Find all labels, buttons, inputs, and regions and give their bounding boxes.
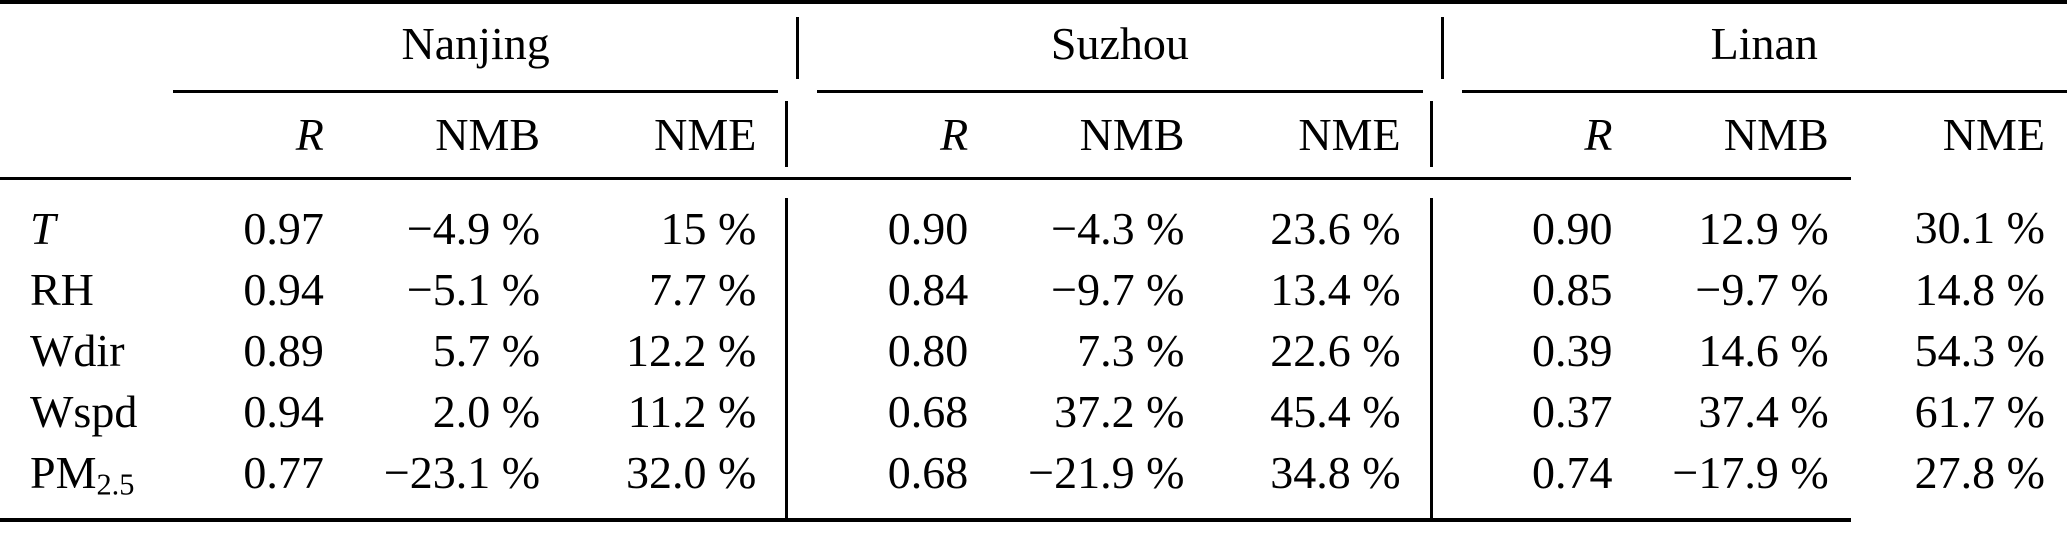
cell-nanjing-nmb-t: −4.9 % [406,202,541,254]
cell-suzhou-r-pm25: 0.68 [887,447,969,499]
cell-suzhou-r-t: 0.90 [887,202,969,254]
row-label-subscript: 2.5 [96,467,135,502]
vertical-divider-icon [785,101,789,168]
row-label-text: RH [30,264,94,316]
table-row: PM2.5 0.77 −23.1 % 32.0 % 0.68 −21.9 % 3… [0,442,2067,518]
row-label-wspd: Wspd [0,382,173,443]
cell-linan-nmb-wdir: 14.6 % [1698,325,1829,377]
cell-nanjing-nme-wdir: 12.2 % [626,325,757,377]
row-label-header [0,92,173,178]
cell-linan-r-wdir: 0.39 [1531,325,1613,377]
metric-header-suzhou-nmb: NMB [1079,109,1185,160]
group-header-suzhou: Suzhou [817,0,1423,93]
metric-header-nanjing-nme: NME [654,109,757,160]
vertical-divider-icon [1429,198,1433,518]
cell-linan-nmb-t: 12.9 % [1698,202,1829,254]
metric-header-linan-r: R [1584,109,1613,160]
cell-suzhou-r-wspd: 0.68 [887,385,969,437]
metric-header-row: R NMB NME R NMB NME R NMB NME [0,92,2067,178]
cell-suzhou-nmb-pm25: −21.9 % [1028,447,1185,499]
cell-suzhou-nme-pm25: 34.8 % [1270,447,1401,499]
cell-linan-r-wspd: 0.37 [1531,385,1613,437]
cell-linan-nme-wdir: 54.3 % [1914,325,2045,377]
cell-suzhou-nmb-wdir: 7.3 % [1077,325,1185,377]
cell-nanjing-nme-rh: 7.7 % [649,264,757,316]
cell-linan-nmb-wspd: 37.4 % [1698,385,1829,437]
metric-header-nanjing-r: R [295,109,324,160]
cell-suzhou-r-wdir: 0.80 [887,325,969,377]
cell-linan-nmb-pm25: −17.9 % [1672,447,1829,499]
group-separator-1 [778,0,818,92]
cell-nanjing-nme-t: 15 % [660,202,757,254]
group-header-row: Nanjing Suzhou Linan [0,0,2067,93]
table-row: T 0.97 −4.9 % 15 % 0.90 −4.3 % 23.6 % 0.… [0,179,2067,518]
row-label-t: T [0,179,173,260]
cell-suzhou-nmb-wspd: 37.2 % [1054,385,1185,437]
group-header-linan: Linan [1461,0,2067,93]
cell-linan-r-pm25: 0.74 [1531,447,1613,499]
midrule-row [0,176,2067,180]
row-label-text: Wspd [30,385,138,437]
metric-separator-2 [1423,92,1462,178]
cell-suzhou-r-rh: 0.84 [887,264,969,316]
table-row: RH 0.94 −5.1 % 7.7 % 0.84 −9.7 % 13.4 % … [0,260,2067,321]
cell-suzhou-nmb-t: −4.3 % [1051,202,1185,254]
vertical-divider-icon [1429,101,1433,168]
cell-nanjing-nmb-wspd: 2.0 % [432,385,541,437]
cell-suzhou-nme-t: 23.6 % [1270,202,1401,254]
metric-header-linan-nmb: NMB [1723,109,1829,160]
table-row: Wspd 0.94 2.0 % 11.2 % 0.68 37.2 % 45.4 … [0,382,2067,443]
vertical-divider-icon [796,16,800,79]
cell-nanjing-nmb-wdir: 5.7 % [432,325,541,377]
cell-linan-nme-t: 30.1 % [1914,202,2045,254]
body-separator-1 [778,179,817,518]
body-separator-2 [1423,179,1462,518]
group-header-spacer [0,0,173,92]
row-label-text: Wdir [30,325,125,377]
metric-header-suzhou-r: R [940,109,969,160]
cell-nanjing-r-pm25: 0.77 [243,447,324,499]
vertical-divider-icon [785,198,789,518]
group-header-nanjing: Nanjing [172,0,779,93]
cell-suzhou-nmb-rh: −9.7 % [1051,264,1185,316]
metric-header-nanjing-nmb: NMB [435,109,541,160]
cell-suzhou-nme-wdir: 22.6 % [1270,325,1401,377]
row-label-pm25: PM2.5 [0,442,173,518]
cell-linan-nme-rh: 14.8 % [1914,264,2045,316]
model-evaluation-statistics-table: Nanjing Suzhou Linan R NMB NME [0,0,2067,522]
table-row: Wdir 0.89 5.7 % 12.2 % 0.80 7.3 % 22.6 %… [0,321,2067,382]
vertical-divider-icon [1440,16,1444,79]
midrule-line [0,176,1851,180]
metric-header-linan-nme: NME [1942,109,2045,160]
cell-nanjing-nmb-rh: −5.1 % [406,264,541,316]
cell-nanjing-r-t: 0.97 [243,202,324,254]
group-separator-2 [1422,0,1462,92]
row-label-text: T [30,202,56,254]
cell-nanjing-r-rh: 0.94 [243,264,324,316]
cell-linan-r-t: 0.90 [1531,202,1613,254]
cell-nanjing-nmb-pm25: −23.1 % [383,447,541,499]
cell-nanjing-nme-wspd: 11.2 % [627,385,757,437]
metric-header-suzhou-nme: NME [1298,109,1401,160]
bottomrule-row [0,516,2067,522]
cell-linan-nme-wspd: 61.7 % [1914,385,2045,437]
table-body: T 0.97 −4.9 % 15 % 0.90 −4.3 % 23.6 % 0.… [0,179,2067,522]
row-label-text: PM [30,447,97,499]
cell-linan-nme-pm25: 27.8 % [1914,447,2045,499]
cell-nanjing-r-wdir: 0.89 [243,325,324,377]
cell-linan-nmb-rh: −9.7 % [1695,264,1829,316]
bottomrule-line [0,516,1851,522]
cell-nanjing-nme-pm25: 32.0 % [626,447,757,499]
row-label-rh: RH [0,260,173,321]
cell-suzhou-nme-rh: 13.4 % [1270,264,1401,316]
row-label-wdir: Wdir [0,321,173,382]
metric-separator-1 [778,92,817,178]
cell-nanjing-r-wspd: 0.94 [243,385,324,437]
cell-linan-r-rh: 0.85 [1531,264,1613,316]
cell-suzhou-nme-wspd: 45.4 % [1270,385,1401,437]
